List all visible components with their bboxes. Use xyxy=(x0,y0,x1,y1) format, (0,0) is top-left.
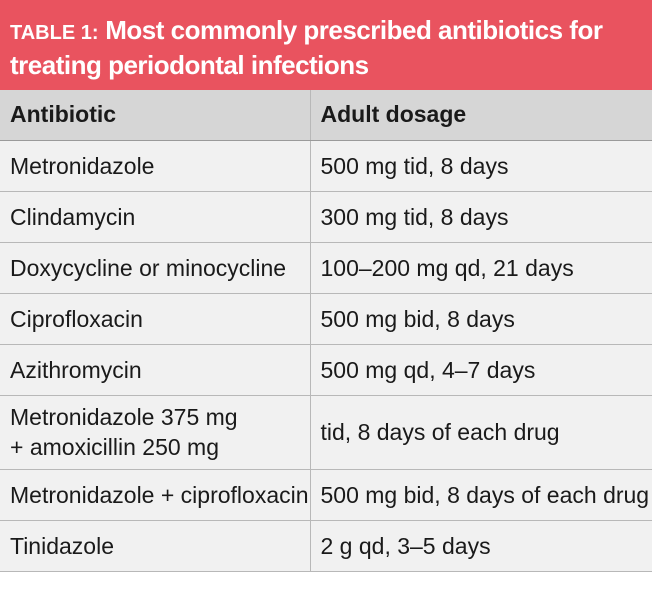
table-header-row: Antibiotic Adult dosage xyxy=(0,90,652,141)
antibiotic-cell: Metronidazole xyxy=(0,140,310,192)
dosage-cell: 100–200 mg qd, 21 days xyxy=(309,242,652,294)
dosage-cell: 500 mg qd, 4–7 days xyxy=(309,344,652,396)
dosage-cell: 500 mg tid, 8 days xyxy=(309,140,652,192)
table-row: Metronidazole 375 mg + amoxicillin 250 m… xyxy=(0,395,652,470)
column-header-adult-dosage: Adult dosage xyxy=(309,90,652,141)
dosage-cell: 300 mg tid, 8 days xyxy=(309,191,652,243)
antibiotic-cell: Azithromycin xyxy=(0,344,310,396)
table-row: Ciprofloxacin 500 mg bid, 8 days xyxy=(0,293,652,345)
table-row: Clindamycin 300 mg tid, 8 days xyxy=(0,191,652,243)
table-row: Tinidazole 2 g qd, 3–5 days xyxy=(0,520,652,572)
antibiotic-cell: Doxycycline or minocycline xyxy=(0,242,310,294)
table-row: Azithromycin 500 mg qd, 4–7 days xyxy=(0,344,652,396)
table-number-label: TABLE 1: xyxy=(10,22,99,44)
antibiotic-cell: Ciprofloxacin xyxy=(0,293,310,345)
table-title: TABLE 1: Most commonly prescribed antibi… xyxy=(0,0,652,90)
dosage-cell: 500 mg bid, 8 days xyxy=(309,293,652,345)
antibiotic-cell: Metronidazole 375 mg + amoxicillin 250 m… xyxy=(0,395,310,470)
antibiotic-cell: Tinidazole xyxy=(0,520,310,572)
table-row: Metronidazole + ciprofloxacin 500 mg bid… xyxy=(0,469,652,521)
dosage-cell: 500 mg bid, 8 days of each drug xyxy=(309,469,652,521)
dosage-cell: tid, 8 days of each drug xyxy=(309,395,652,470)
column-header-antibiotic: Antibiotic xyxy=(0,90,310,141)
table-title-text: Most commonly prescribed antibiotics for… xyxy=(10,15,603,80)
table-row: Metronidazole 500 mg tid, 8 days xyxy=(0,140,652,192)
antibiotic-cell: Metronidazole + ciprofloxacin xyxy=(0,469,310,521)
table-row: Doxycycline or minocycline 100–200 mg qd… xyxy=(0,242,652,294)
antibiotic-cell: Clindamycin xyxy=(0,191,310,243)
antibiotics-table: Antibiotic Adult dosage Metronidazole 50… xyxy=(0,90,652,572)
dosage-cell: 2 g qd, 3–5 days xyxy=(309,520,652,572)
